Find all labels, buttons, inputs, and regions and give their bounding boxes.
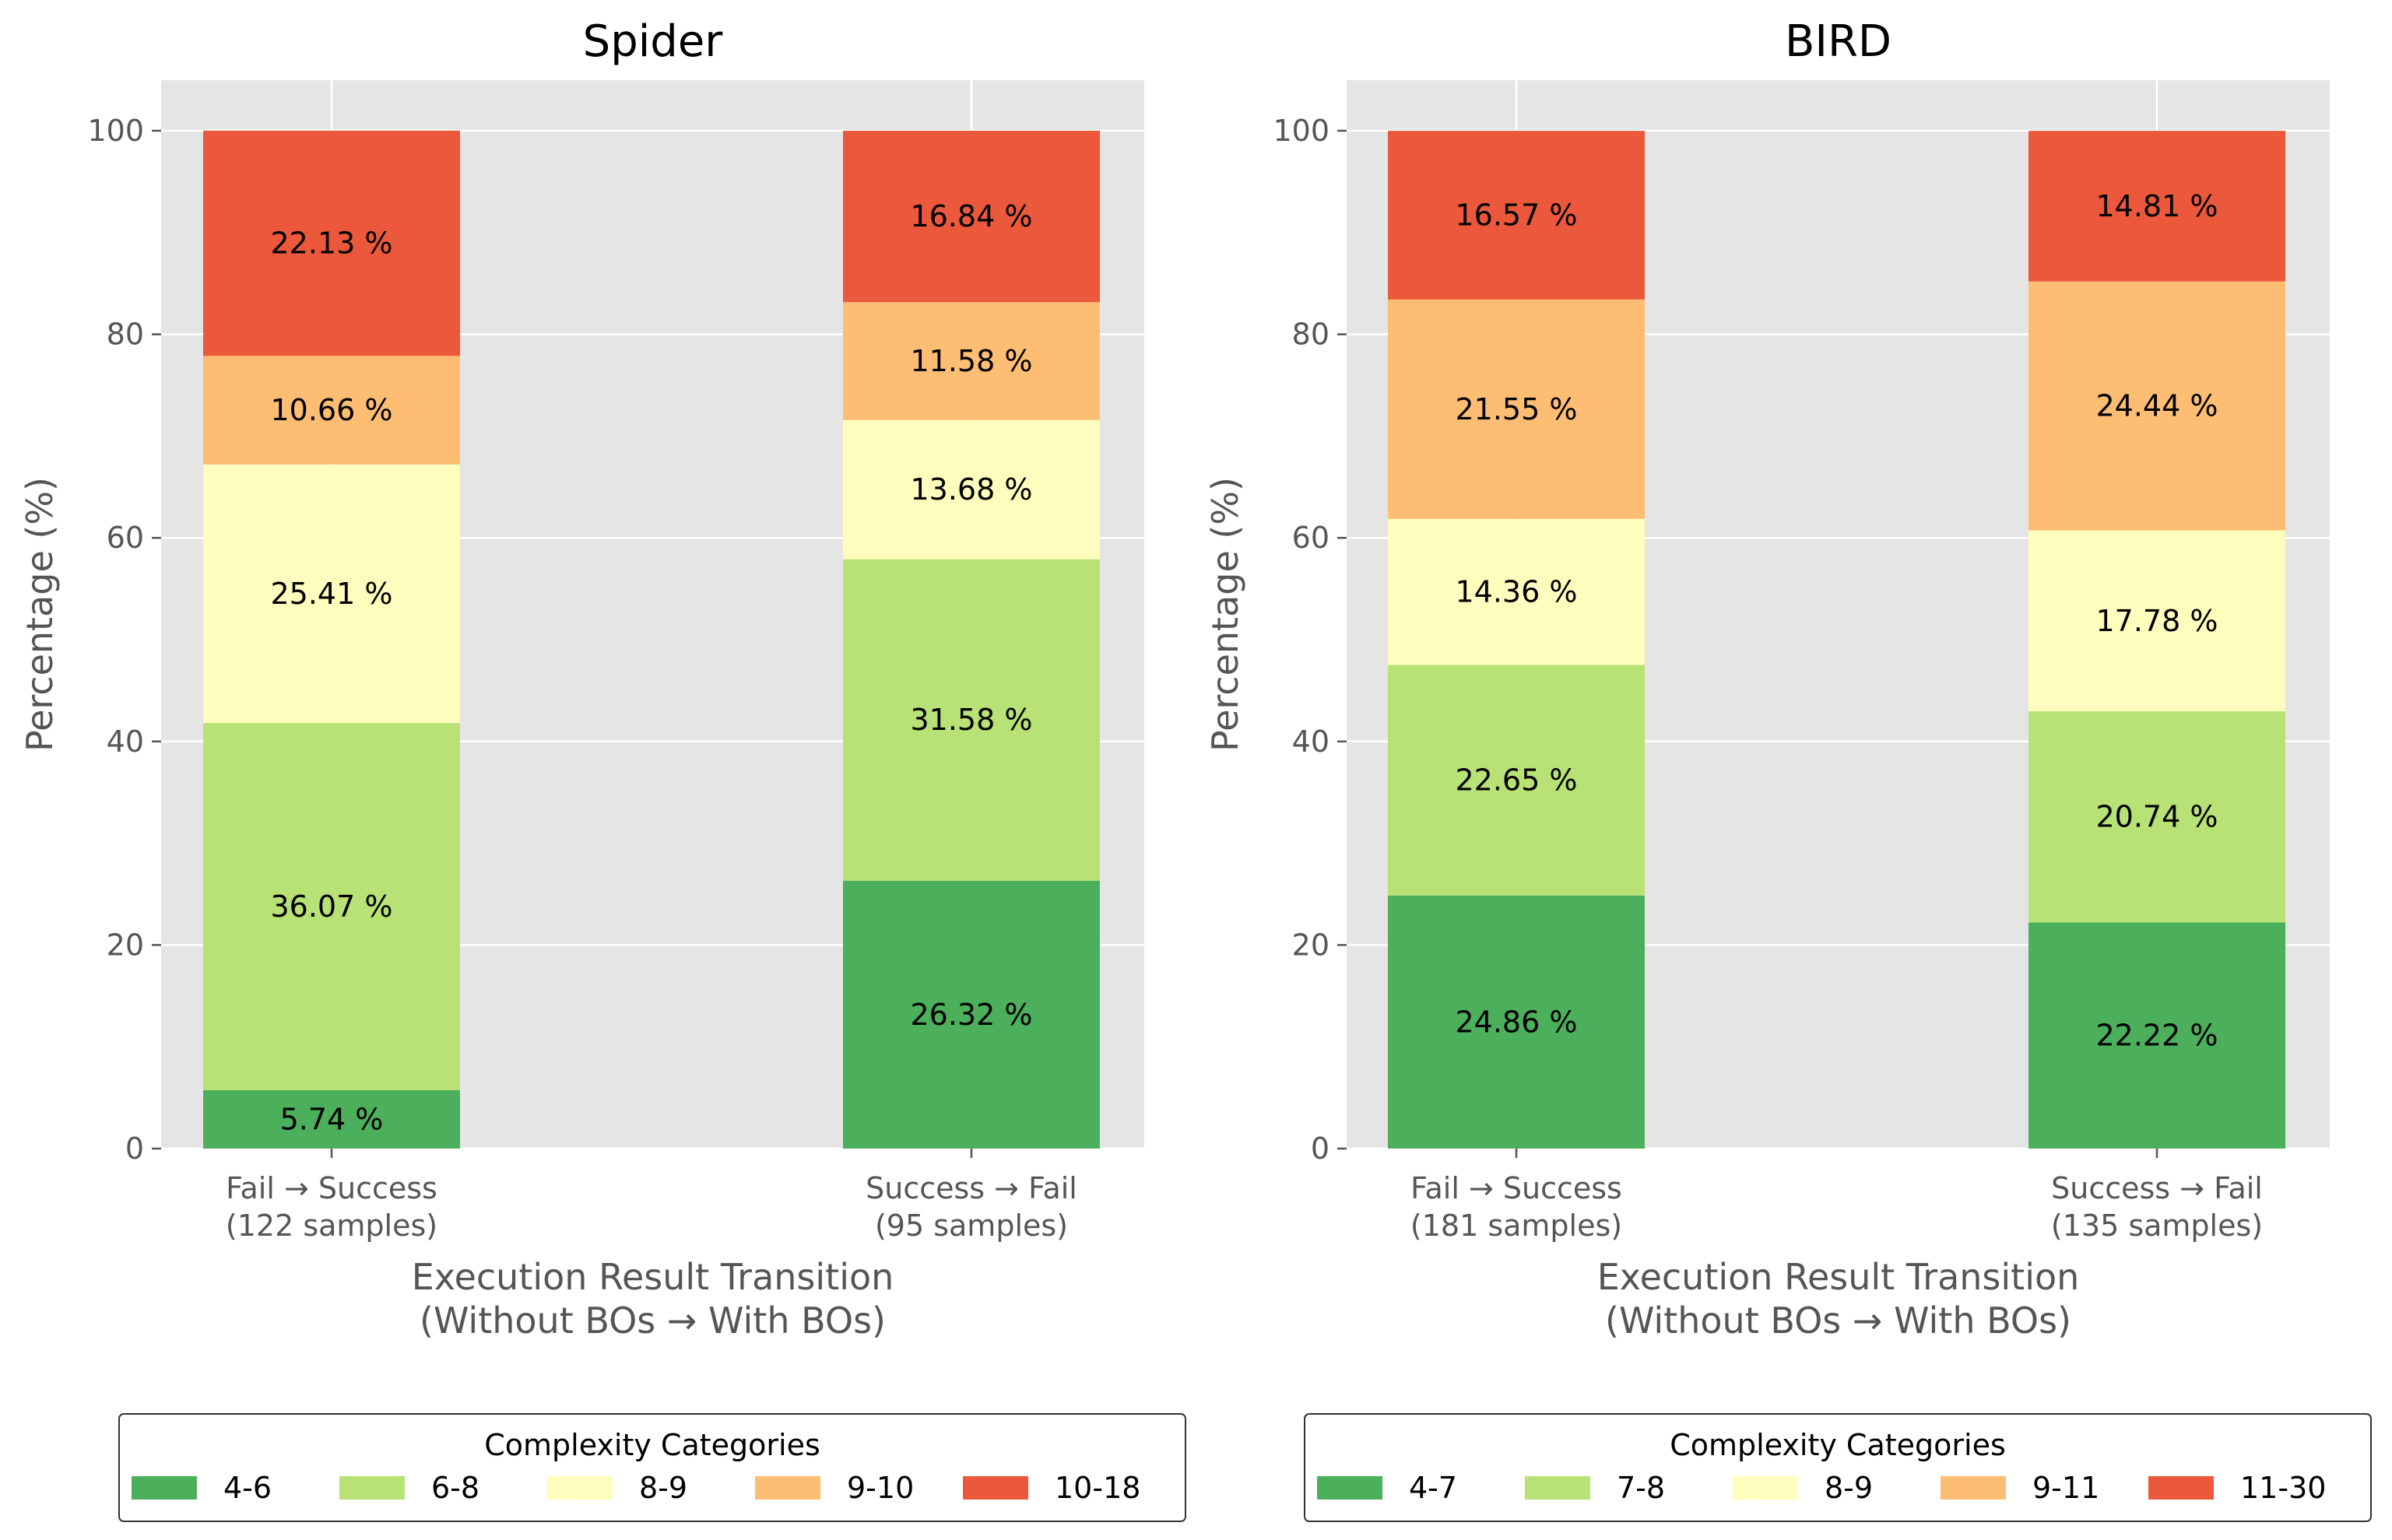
legend: Complexity Categories 4-6 6-8 8-9 9-10 10-18 bbox=[118, 1413, 1186, 1522]
chart-title: BIRD bbox=[1785, 16, 1891, 67]
y-tick-label: 0 bbox=[1311, 1131, 1329, 1166]
y-tick-label: 100 bbox=[87, 114, 144, 148]
x-tick-label: Fail → Success bbox=[1410, 1171, 1622, 1205]
x-axis-sublabel: (Without BOs → With BOs) bbox=[420, 1300, 886, 1342]
legend-entry-label: 10-18 bbox=[1055, 1471, 1140, 1505]
bar-segment-9-10 bbox=[203, 356, 460, 465]
bar-segment-9-10 bbox=[843, 302, 1100, 420]
data-label: 10.66 % bbox=[271, 393, 393, 427]
x-tick-label: Success → Fail bbox=[2051, 1171, 2263, 1205]
data-label: 22.65 % bbox=[1456, 763, 1578, 798]
legend: Complexity Categories 4-7 7-8 8-9 9-11 11-30 bbox=[1304, 1413, 2372, 1522]
y-tick-label: 80 bbox=[1292, 317, 1329, 352]
bar-segment-4-7 bbox=[2028, 922, 2285, 1149]
bar-segment-4-7 bbox=[1388, 895, 1645, 1149]
legend-swatch bbox=[1525, 1476, 1590, 1500]
bar-segment-6-8 bbox=[203, 723, 460, 1090]
x-axis-label: Execution Result Transition bbox=[1597, 1256, 2080, 1298]
bar-segment-11-30 bbox=[1388, 131, 1645, 300]
data-label: 16.57 % bbox=[1456, 198, 1578, 232]
legend-title: Complexity Categories bbox=[1670, 1428, 2006, 1462]
data-label: 31.58 % bbox=[911, 703, 1033, 737]
bar-segment-7-8 bbox=[2028, 711, 2285, 923]
bar-segment-9-11 bbox=[2028, 281, 2285, 531]
bar-segment-4-6 bbox=[203, 1089, 460, 1149]
y-axis-label: Percentage (%) bbox=[1204, 477, 1246, 752]
legend-entry-label: 9-10 bbox=[847, 1471, 914, 1505]
legend-swatch bbox=[1317, 1476, 1382, 1500]
legend-entry-label: 11-30 bbox=[2240, 1471, 2326, 1505]
legend-swatch bbox=[1941, 1476, 2006, 1500]
x-axis-label: Execution Result Transition bbox=[412, 1256, 894, 1298]
legend-swatch bbox=[755, 1476, 820, 1500]
data-label: 21.55 % bbox=[1456, 392, 1578, 426]
data-label: 22.13 % bbox=[271, 226, 393, 261]
bar-segment-8-9 bbox=[203, 464, 460, 724]
x-tick-sublabel: (181 samples) bbox=[1410, 1208, 1622, 1243]
bar-segment-8-9 bbox=[2028, 530, 2285, 712]
bar-segment-8-9 bbox=[843, 419, 1100, 560]
y-tick-label: 20 bbox=[107, 928, 144, 962]
data-label: 24.86 % bbox=[1456, 1005, 1578, 1039]
y-tick-label: 80 bbox=[107, 317, 144, 352]
data-label: 24.44 % bbox=[2096, 389, 2218, 423]
y-tick-label: 40 bbox=[1292, 724, 1329, 759]
x-tick-sublabel: (135 samples) bbox=[2051, 1208, 2263, 1243]
data-label: 36.07 % bbox=[271, 889, 393, 924]
legend-entry-label: 4-6 bbox=[223, 1471, 272, 1505]
bar-segment-10-18 bbox=[843, 131, 1100, 303]
y-tick-label: 100 bbox=[1273, 114, 1329, 148]
chart-spider: 5.74 % 36.07 % 25.41 % 10.66 % 22.13 % 26.32 … bbox=[19, 16, 1186, 1522]
y-tick-label: 60 bbox=[107, 521, 144, 555]
y-tick-label: 40 bbox=[107, 724, 144, 759]
data-label: 16.84 % bbox=[911, 199, 1033, 233]
legend-swatch bbox=[2148, 1476, 2214, 1500]
x-tick-sublabel: (95 samples) bbox=[875, 1208, 1068, 1243]
bar-segment-10-18 bbox=[203, 130, 460, 356]
y-axis-label: Percentage (%) bbox=[19, 477, 61, 752]
y-tick-label: 60 bbox=[1292, 521, 1329, 555]
x-tick-label: Success → Fail bbox=[866, 1171, 1077, 1205]
legend-title: Complexity Categories bbox=[484, 1428, 820, 1462]
data-label: 5.74 % bbox=[280, 1102, 384, 1136]
legend-entry-label: 4-7 bbox=[1409, 1471, 1457, 1505]
chart-title: Spider bbox=[583, 16, 724, 67]
legend-entry-label: 6-8 bbox=[431, 1471, 479, 1505]
data-label: 11.58 % bbox=[911, 344, 1033, 378]
data-label: 26.32 % bbox=[911, 998, 1033, 1032]
data-label: 13.68 % bbox=[911, 472, 1033, 507]
x-axis-sublabel: (Without BOs → With BOs) bbox=[1605, 1300, 2071, 1342]
legend-swatch bbox=[1733, 1476, 1798, 1500]
legend-entry-label: 8-9 bbox=[1825, 1471, 1873, 1505]
bar-segment-4-6 bbox=[843, 880, 1100, 1149]
legend-entry-label: 8-9 bbox=[639, 1471, 687, 1505]
legend-entry-label: 9-11 bbox=[2032, 1471, 2099, 1505]
bar-segment-8-9 bbox=[1388, 518, 1645, 665]
x-tick-sublabel: (122 samples) bbox=[226, 1208, 437, 1243]
legend-swatch bbox=[547, 1476, 613, 1500]
y-tick-label: 20 bbox=[1292, 928, 1329, 962]
data-label: 22.22 % bbox=[2096, 1019, 2218, 1053]
y-tick-label: 0 bbox=[125, 1131, 144, 1166]
bar-segment-6-8 bbox=[843, 559, 1100, 881]
legend-swatch bbox=[339, 1476, 405, 1500]
data-label: 14.81 % bbox=[2096, 189, 2218, 223]
data-label: 25.41 % bbox=[271, 577, 393, 611]
bar-segment-7-8 bbox=[1388, 665, 1645, 896]
legend-swatch bbox=[132, 1476, 197, 1500]
bar-segment-9-11 bbox=[1388, 299, 1645, 519]
x-tick-label: Fail → Success bbox=[226, 1171, 437, 1205]
legend-entry-label: 7-8 bbox=[1617, 1471, 1665, 1505]
legend-swatch bbox=[963, 1476, 1028, 1500]
bar-segment-11-30 bbox=[2028, 131, 2285, 282]
data-label: 20.74 % bbox=[2096, 800, 2218, 834]
data-label: 17.78 % bbox=[2096, 604, 2218, 638]
data-label: 14.36 % bbox=[1456, 575, 1578, 609]
chart-bird: 24.86 % 22.65 % 14.36 % 21.55 % 16.57 % 22.22… bbox=[1204, 16, 2372, 1522]
